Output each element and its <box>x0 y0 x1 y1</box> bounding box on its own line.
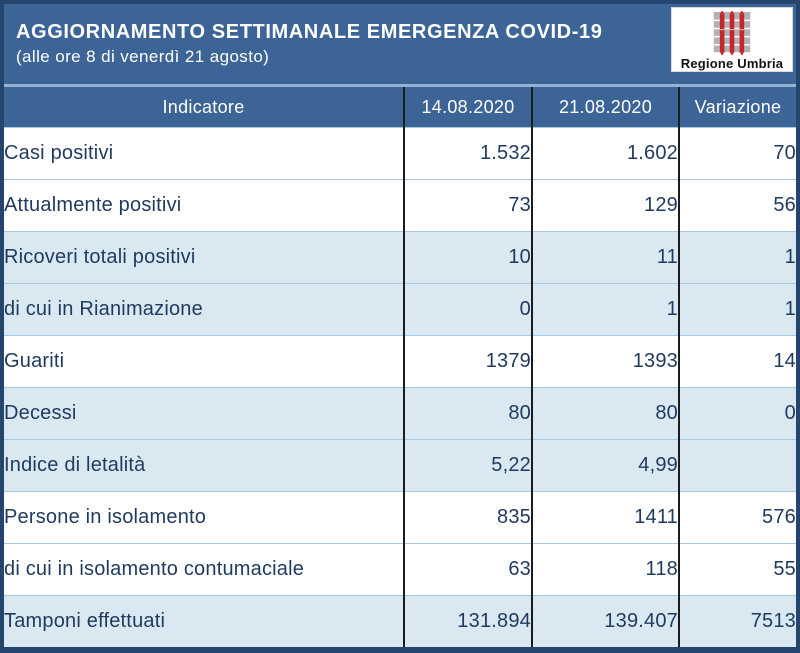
value-prev-cell: 80 <box>403 387 532 440</box>
table-row: Decessi 80 80 0 <box>4 387 796 440</box>
value-curr-cell: 129 <box>531 179 679 232</box>
value-curr-cell: 11 <box>531 231 679 284</box>
indicator-cell: Ricoveri totali positivi <box>4 231 404 284</box>
indicator-cell: di cui in isolamento contumaciale <box>4 543 404 596</box>
value-prev-cell: 10 <box>403 231 532 284</box>
table-row: di cui in Rianimazione 0 1 1 <box>4 283 796 336</box>
indicator-cell: Persone in isolamento <box>4 491 404 544</box>
value-curr-cell: 118 <box>531 543 679 596</box>
indicator-cell: Indice di letalità <box>4 439 404 492</box>
variation-cell: 576 <box>678 491 796 544</box>
value-curr-cell: 4,99 <box>531 439 679 492</box>
value-prev-cell: 63 <box>403 543 532 596</box>
variation-cell: 55 <box>678 543 796 596</box>
value-curr-cell: 1393 <box>531 335 679 388</box>
indicator-cell: Guariti <box>4 335 404 388</box>
table-row: Persone in isolamento 835 1411 576 <box>4 491 796 544</box>
table-row: Guariti 1379 1393 14 <box>4 335 796 388</box>
indicator-cell: Decessi <box>4 387 404 440</box>
regione-umbria-logo: Regione Umbria <box>671 7 793 72</box>
value-prev-cell: 0 <box>403 283 532 336</box>
page-title: AGGIORNAMENTO SETTIMANALE EMERGENZA COVI… <box>16 21 603 43</box>
covid-data-table: Indicatore 14.08.2020 21.08.2020 Variazi… <box>4 87 796 647</box>
value-curr-cell: 80 <box>531 387 679 440</box>
variation-cell: 14 <box>678 335 796 388</box>
logo-label: Regione Umbria <box>680 56 784 71</box>
value-curr-cell: 1.602 <box>531 127 679 180</box>
value-curr-cell: 1411 <box>531 491 679 544</box>
column-header-indicatore: Indicatore <box>4 87 404 128</box>
value-prev-cell: 835 <box>403 491 532 544</box>
column-header-date-curr: 21.08.2020 <box>531 87 679 128</box>
table-row: Casi positivi 1.532 1.602 70 <box>4 127 796 180</box>
variation-cell <box>678 439 796 492</box>
table-row: di cui in isolamento contumaciale 63 118… <box>4 543 796 596</box>
umbria-coat-of-arms-icon <box>713 10 751 56</box>
table-row: Attualmente positivi 73 129 56 <box>4 179 796 232</box>
variation-cell: 1 <box>678 283 796 336</box>
value-prev-cell: 1379 <box>403 335 532 388</box>
table-row: Ricoveri totali positivi 10 11 1 <box>4 231 796 284</box>
variation-cell: 56 <box>678 179 796 232</box>
value-prev-cell: 131.894 <box>403 595 532 647</box>
indicator-cell: di cui in Rianimazione <box>4 283 404 336</box>
indicator-cell: Tamponi effettuati <box>4 595 404 647</box>
column-header-date-prev: 14.08.2020 <box>403 87 532 128</box>
variation-cell: 1 <box>678 231 796 284</box>
table-row: Tamponi effettuati 131.894 139.407 7513 <box>4 595 796 647</box>
value-prev-cell: 73 <box>403 179 532 232</box>
page-subtitle: (alle ore 8 di venerdì 21 agosto) <box>16 47 270 66</box>
value-curr-cell: 1 <box>531 283 679 336</box>
variation-cell: 0 <box>678 387 796 440</box>
indicator-cell: Casi positivi <box>4 127 404 180</box>
value-prev-cell: 1.532 <box>403 127 532 180</box>
table-header-row: Indicatore 14.08.2020 21.08.2020 Variazi… <box>4 87 796 128</box>
table-row: Indice di letalità 5,22 4,99 <box>4 439 796 492</box>
variation-cell: 70 <box>678 127 796 180</box>
value-curr-cell: 139.407 <box>531 595 679 647</box>
variation-cell: 7513 <box>678 595 796 647</box>
column-header-variazione: Variazione <box>678 87 796 128</box>
band-separator <box>4 84 796 87</box>
header-band: AGGIORNAMENTO SETTIMANALE EMERGENZA COVI… <box>4 4 796 84</box>
value-prev-cell: 5,22 <box>403 439 532 492</box>
indicator-cell: Attualmente positivi <box>4 179 404 232</box>
